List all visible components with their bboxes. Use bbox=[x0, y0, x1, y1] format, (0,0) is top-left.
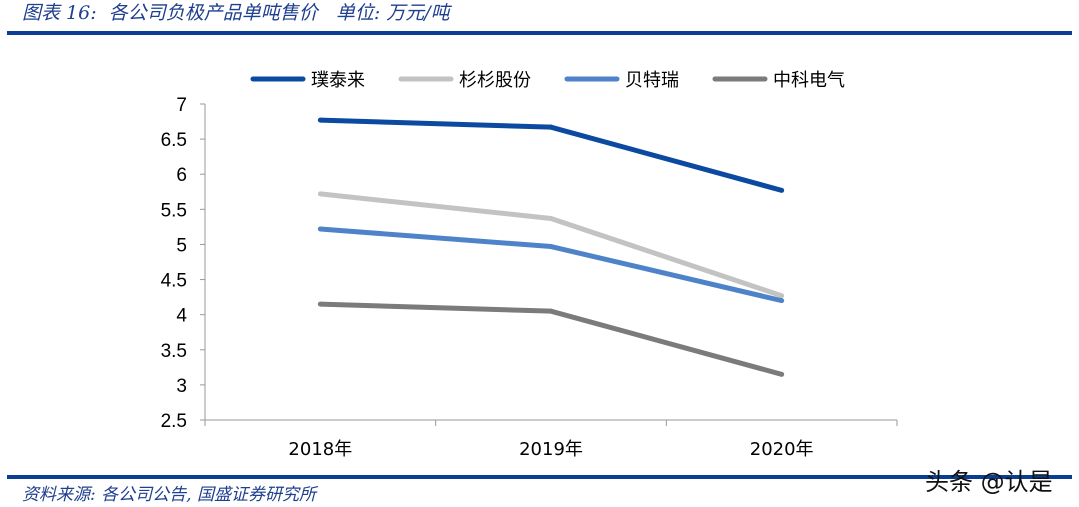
y-tick-label: 2.5 bbox=[161, 411, 187, 432]
data-point bbox=[548, 308, 554, 314]
source-note: 资料来源: 各公司公告, 国盛证券研究所 bbox=[22, 485, 316, 505]
data-point bbox=[317, 301, 323, 307]
watermark: 头条 @认是 bbox=[925, 468, 1053, 496]
legend-label: 杉杉股份 bbox=[459, 70, 531, 91]
footer-divider bbox=[7, 475, 1072, 479]
series-line-0 bbox=[320, 117, 783, 193]
y-tick-label: 3.5 bbox=[161, 341, 187, 362]
y-tick-label: 6 bbox=[176, 165, 187, 186]
data-point bbox=[779, 371, 785, 377]
y-tick-label: 4.5 bbox=[161, 271, 187, 292]
data-point bbox=[779, 298, 785, 304]
y-tick-label: 3 bbox=[176, 376, 187, 397]
series-line-2 bbox=[320, 226, 783, 304]
data-point bbox=[548, 124, 554, 130]
y-tick-label: 6.5 bbox=[161, 130, 187, 151]
x-tick-label: 2020年 bbox=[750, 439, 814, 460]
y-tick-label: 7 bbox=[176, 95, 187, 116]
legend-label: 璞泰来 bbox=[311, 70, 365, 91]
header-divider bbox=[7, 31, 1072, 35]
y-tick-label: 4 bbox=[176, 306, 187, 327]
data-point bbox=[548, 215, 554, 221]
data-point bbox=[317, 191, 323, 197]
data-point bbox=[779, 293, 785, 299]
legend-label: 中科电气 bbox=[773, 70, 845, 91]
data-point bbox=[317, 117, 323, 123]
legend-label: 贝特瑞 bbox=[625, 70, 679, 91]
y-tick-label: 5 bbox=[176, 235, 187, 256]
chart-title: 图表 16: 各公司负极产品单吨售价 单位: 万元/吨 bbox=[22, 2, 450, 24]
y-tick-label: 5.5 bbox=[161, 200, 187, 221]
x-tick-label: 2018年 bbox=[288, 439, 352, 460]
data-point bbox=[548, 244, 554, 250]
x-tick-label: 2019年 bbox=[519, 439, 583, 460]
data-point bbox=[779, 187, 785, 193]
series-line-3 bbox=[320, 301, 783, 377]
data-point bbox=[317, 226, 323, 232]
